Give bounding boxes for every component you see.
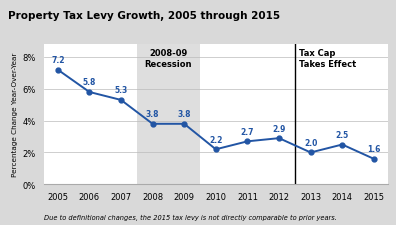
Text: 3.8: 3.8 — [146, 110, 159, 119]
Text: 2.5: 2.5 — [336, 130, 349, 139]
Y-axis label: Percentage Change Year-Over-Year: Percentage Change Year-Over-Year — [12, 53, 18, 177]
Bar — [137, 45, 200, 184]
Text: Tax Cap
Takes Effect: Tax Cap Takes Effect — [299, 49, 356, 68]
Text: 1.6: 1.6 — [367, 145, 381, 154]
Text: 2.0: 2.0 — [304, 138, 317, 147]
Text: 2.9: 2.9 — [272, 124, 286, 133]
Text: 5.8: 5.8 — [83, 78, 96, 87]
Text: 7.2: 7.2 — [51, 56, 65, 65]
Text: 3.8: 3.8 — [177, 110, 191, 119]
Text: 2008-09
Recession: 2008-09 Recession — [145, 49, 192, 68]
Text: Due to definitional changes, the 2015 tax levy is not directly comparable to pri: Due to definitional changes, the 2015 ta… — [44, 214, 337, 220]
Text: 2.2: 2.2 — [209, 135, 223, 144]
Text: 2.7: 2.7 — [241, 127, 254, 136]
Text: 5.3: 5.3 — [114, 86, 128, 95]
Text: Property Tax Levy Growth, 2005 through 2015: Property Tax Levy Growth, 2005 through 2… — [8, 11, 280, 21]
